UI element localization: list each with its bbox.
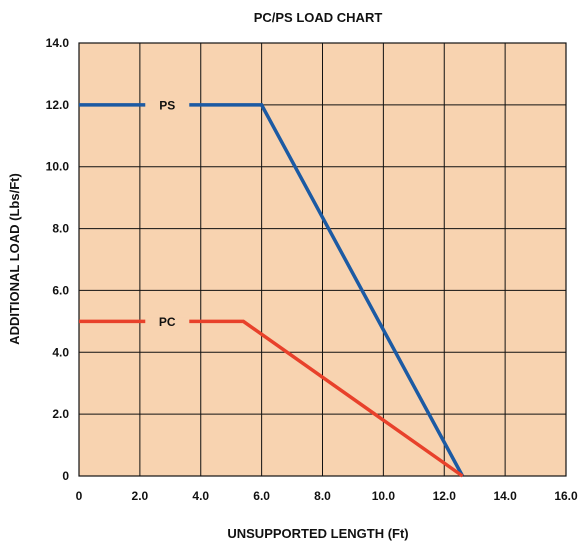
series-line-pc [79, 319, 464, 478]
x-tick-label: 8.0 [314, 489, 331, 503]
y-tick-label: 8.0 [52, 222, 69, 236]
x-tick-label: 0 [76, 489, 83, 503]
series-label-ps: PS [159, 98, 175, 112]
x-tick-label: 14.0 [493, 489, 517, 503]
series-line-ps [79, 103, 465, 477]
series-label-gap [145, 100, 190, 109]
series-ps: PS [79, 98, 465, 477]
series-layer: PS PC [79, 98, 465, 478]
x-tick-label: 2.0 [132, 489, 149, 503]
x-tick-label: 12.0 [433, 489, 457, 503]
x-axis-title: UNSUPPORTED LENGTH (Ft) [227, 526, 408, 541]
chart-title: PC/PS LOAD CHART [254, 10, 383, 25]
y-tick-label: 12.0 [46, 98, 70, 112]
y-tick-label: 10.0 [46, 160, 70, 174]
x-tick-label: 6.0 [253, 489, 270, 503]
y-tick-label: 2.0 [52, 407, 69, 421]
series-label-gap [145, 317, 190, 326]
x-tick-label: 10.0 [372, 489, 396, 503]
y-tick-label: 6.0 [52, 283, 69, 297]
vertical-gridlines [139, 43, 506, 476]
x-axis-ticks: 0 2.0 4.0 6.0 8.0 10.0 12.0 14.0 16.0 [76, 489, 578, 503]
y-axis-title: ADDITIONAL LOAD (Lbs/Ft) [7, 173, 22, 345]
series-label-pc: PC [159, 315, 176, 329]
x-tick-label: 4.0 [192, 489, 209, 503]
y-tick-label: 4.0 [52, 345, 69, 359]
y-tick-label: 14.0 [46, 36, 70, 50]
y-axis-ticks: 0 2.0 4.0 6.0 8.0 10.0 12.0 14.0 [46, 36, 70, 483]
y-tick-label: 0 [62, 469, 69, 483]
x-tick-label: 16.0 [554, 489, 578, 503]
series-pc: PC [79, 315, 464, 478]
